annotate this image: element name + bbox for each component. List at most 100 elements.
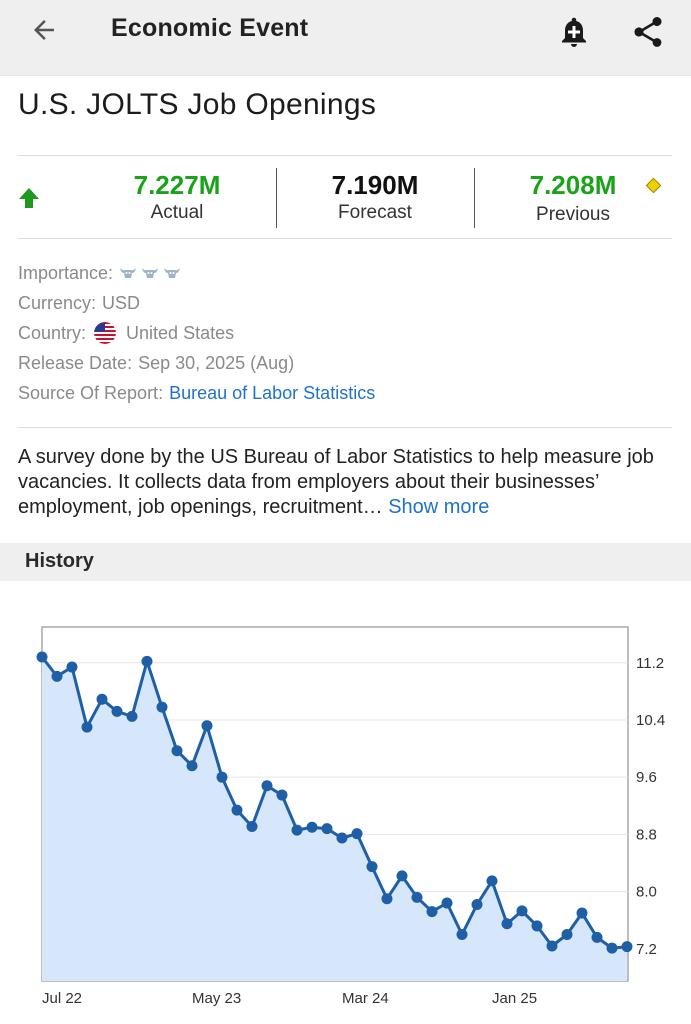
y-tick-label: 10.4 [636,712,665,729]
data-point[interactable] [336,832,348,844]
data-point[interactable] [261,780,273,792]
history-label: History [25,550,94,572]
importance-row: Importance: [18,258,672,288]
previous-stat: 7.208M Previous [474,170,672,228]
data-point[interactable] [111,705,123,717]
forecast-label: Forecast [338,202,412,223]
data-point[interactable] [186,760,198,772]
data-point[interactable] [36,651,48,663]
x-tick-label: Jan 25 [492,990,537,1007]
data-point[interactable] [381,893,393,905]
previous-value: 7.208M [529,170,617,200]
y-tick-label: 11.2 [636,655,664,672]
data-point[interactable] [276,789,288,801]
y-tick-label: 8.8 [636,826,657,843]
data-point[interactable] [96,693,108,705]
data-point[interactable] [351,828,363,840]
data-point[interactable] [606,942,618,954]
data-point[interactable] [246,821,258,833]
page-title: Economic Event [111,14,309,42]
data-point[interactable] [531,920,543,932]
data-point[interactable] [201,720,213,732]
country-row: Country: United States [18,318,672,348]
importance-label: Importance: [18,263,114,283]
y-tick-label: 7.2 [636,941,657,958]
divider [276,168,277,228]
data-point[interactable] [576,907,588,919]
x-tick-label: May 23 [192,990,241,1007]
country-value: United States [126,323,235,343]
data-point[interactable] [501,918,513,930]
event-description: A survey done by the US Bureau of Labor … [18,445,678,520]
add-alert-button[interactable] [552,10,596,54]
data-point[interactable] [156,701,168,713]
data-point[interactable] [561,929,573,941]
release-date-label: Release Date: [18,353,133,373]
divider [18,427,672,428]
app-bar: Economic Event [0,0,691,76]
data-point[interactable] [396,870,408,882]
data-point[interactable] [81,721,93,733]
data-point[interactable] [441,897,453,909]
data-point[interactable] [426,906,438,918]
release-date-value: Sep 30, 2025 (Aug) [138,353,295,373]
x-tick-label: Mar 24 [342,990,389,1007]
bull-icon [120,268,137,278]
data-point[interactable] [621,941,633,953]
currency-row: Currency: USD [18,288,672,318]
series-line [40,656,628,950]
currency-label: Currency: [18,293,97,313]
data-point[interactable] [516,905,528,917]
actual-label: Actual [150,202,204,223]
data-point[interactable] [306,821,318,833]
data-point[interactable] [216,771,228,783]
data-point[interactable] [546,940,558,952]
data-point[interactable] [411,891,423,903]
forecast-value: 7.190M [331,170,419,200]
us-flag-icon [94,322,117,344]
data-point[interactable] [171,745,183,757]
arrow-left-icon [34,20,54,40]
description-text: A survey done by the US Bureau of Labor … [18,446,654,518]
data-point[interactable] [321,823,333,835]
share-icon [634,17,662,47]
currency-value: USD [102,293,141,313]
previous-label: Previous [536,204,610,225]
event-title: U.S. JOLTS Job Openings [18,88,377,121]
data-point[interactable] [486,875,498,887]
source-row: Source Of Report: Bureau of Labor Statis… [18,378,672,408]
data-point[interactable] [126,710,138,722]
back-button[interactable] [24,10,64,50]
show-more-link[interactable]: Show more [388,496,490,518]
share-button[interactable] [626,10,670,54]
country-label: Country: [18,323,87,343]
data-point[interactable] [591,931,603,943]
bell-plus-icon [562,17,586,47]
release-date-row: Release Date: Sep 30, 2025 (Aug) [18,348,672,378]
actual-value: 7.227M [133,170,221,200]
source-label: Source Of Report: [18,383,164,403]
data-point[interactable] [291,824,303,836]
bull-icon [142,268,159,278]
data-point[interactable] [456,929,468,941]
history-chart[interactable]: 7.2 8.0 8.8 9.6 10.4 11.2 Jul 22 May 23 Mar 24 J… [0,600,691,1024]
divider [474,168,475,228]
x-tick-label: Jul 22 [42,990,82,1007]
data-point[interactable] [51,670,63,682]
y-tick-label: 8.0 [636,884,657,901]
data-point[interactable] [66,661,78,673]
importance-rating [119,266,181,280]
data-point[interactable] [231,804,243,816]
actual-stat: 7.227M Actual [78,170,276,226]
data-point[interactable] [471,898,483,910]
forecast-stat: 7.190M Forecast [276,170,474,226]
arrow-up-icon [19,188,39,208]
source-link[interactable]: Bureau of Labor Statistics [169,383,376,403]
event-details: Importance: Currency: USD Country: Uni [18,258,672,408]
data-point[interactable] [141,655,153,667]
bull-icon [164,268,181,278]
event-stats: 7.227M Actual 7.190M Forecast 7.208M Pre… [18,155,672,239]
y-tick-label: 9.6 [636,769,657,786]
data-point[interactable] [366,861,378,873]
history-section-header: History [0,543,691,581]
